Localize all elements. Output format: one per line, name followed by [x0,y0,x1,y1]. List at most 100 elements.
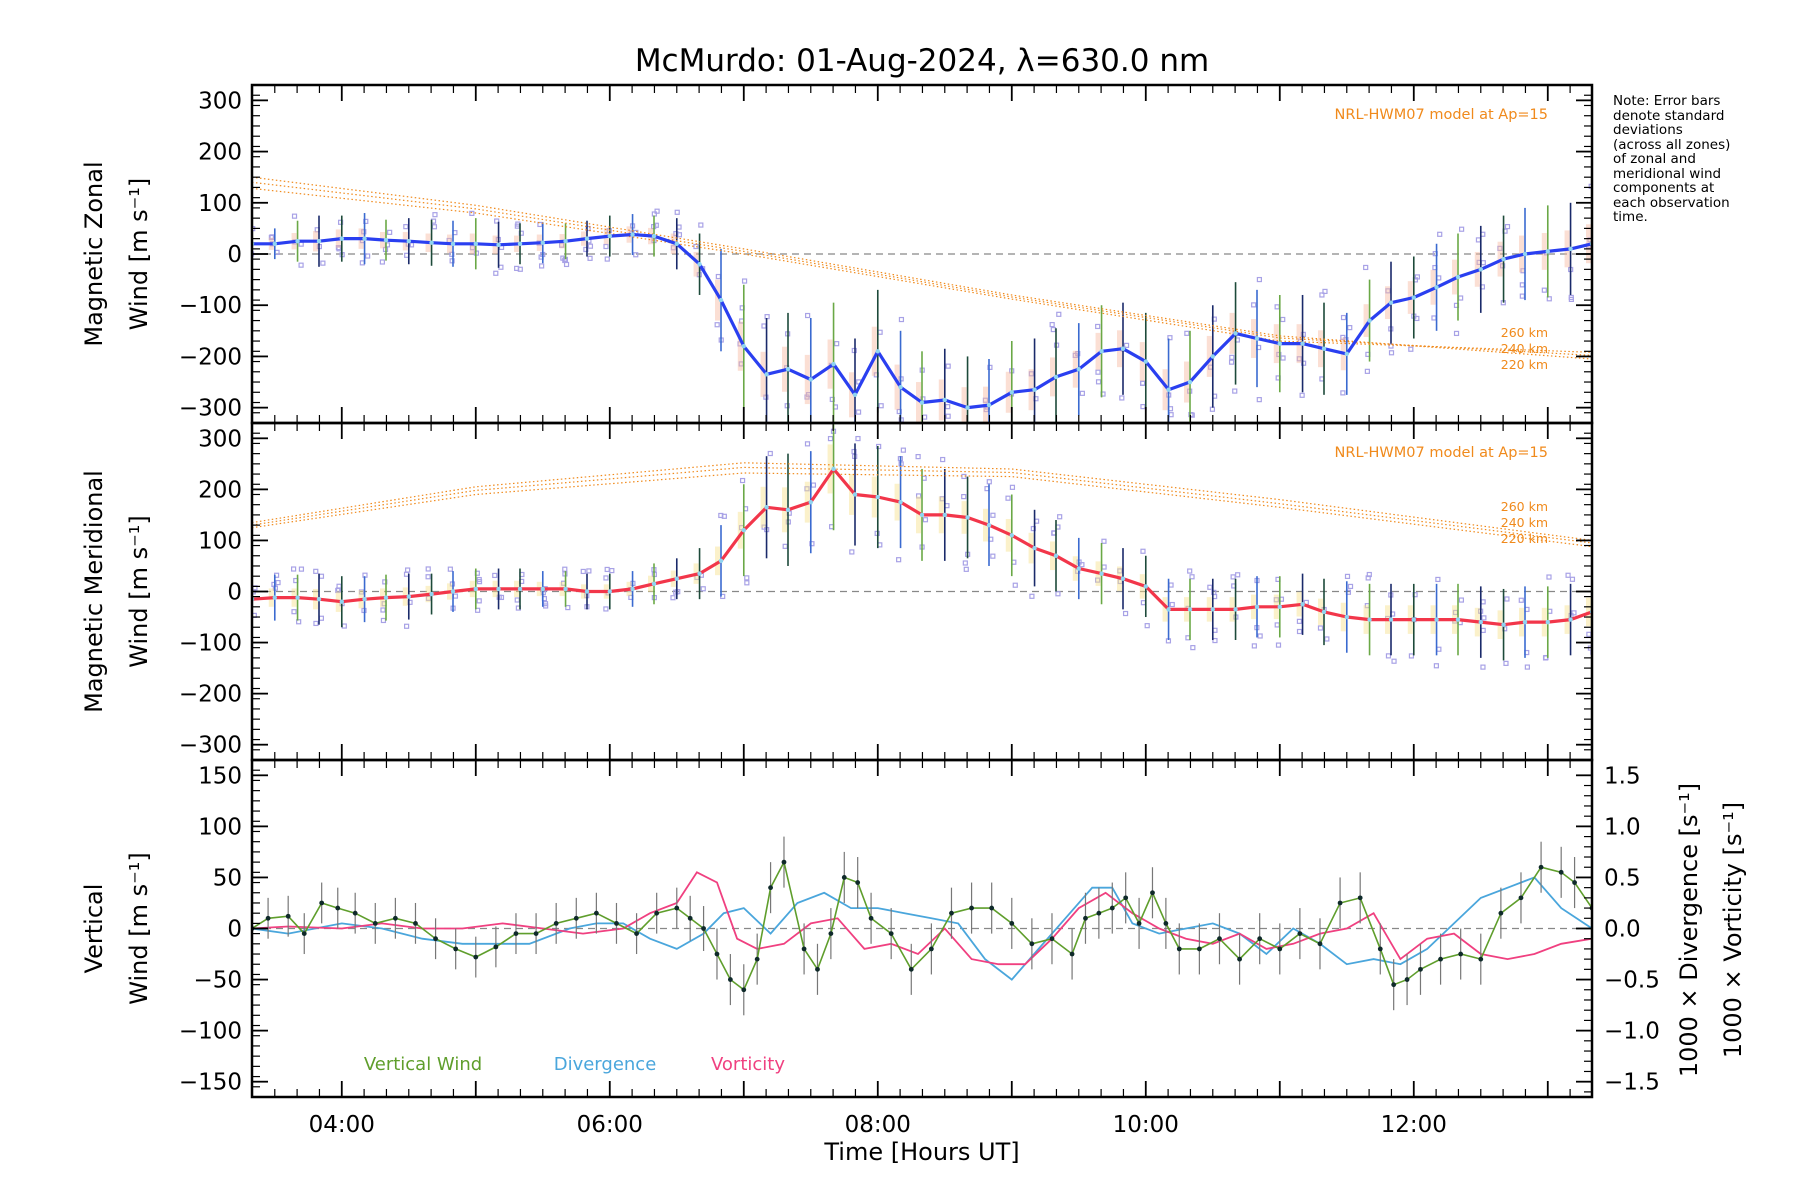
vertical-wind-point [1572,880,1577,885]
wind-point [1568,617,1573,622]
wind-point [741,343,746,349]
scatter-sample [537,221,543,228]
vertical-wind-point [928,946,934,952]
wind-point [764,505,769,510]
wind-point [1187,379,1193,385]
wind-point [1388,617,1394,622]
scatter-sample [739,477,746,484]
scatter-sample [1095,379,1102,385]
wind-point [1300,602,1305,607]
left-tick-label: 200 [198,140,242,166]
wind-point [1501,622,1506,627]
scatter-sample [1184,330,1190,336]
model-altitude-label: 220 km [1501,531,1548,546]
wind-point [1321,609,1327,615]
scatter-sample [587,255,593,261]
vertical-wind-point [1150,890,1155,896]
scatter-sample [1435,576,1441,583]
sample-shade [246,591,251,607]
vertical-wind-point [908,966,914,972]
wind-point [697,571,702,576]
wind-point [1434,285,1439,290]
vertical-wind-point [1237,956,1242,962]
wind-point [517,586,523,592]
scatter-sample [494,218,500,224]
wind-point [1277,604,1282,610]
wind-point [630,586,635,592]
scatter-sample [961,494,967,500]
scatter-sample [1385,288,1391,294]
scatter-sample [275,579,281,586]
vertical-wind-point [1458,951,1464,957]
scatter-sample [1340,334,1346,341]
model-altitude-label: 260 km [1501,325,1548,340]
wind-point [651,233,657,239]
scatter-sample [498,264,504,270]
wind-point [1233,607,1238,612]
left-tick-label: −300 [179,396,242,422]
wind-point [785,507,791,513]
scatter-sample [714,322,720,328]
scatter-sample [1481,615,1487,621]
scatter-sample [1453,330,1460,337]
scatter-sample [425,566,431,572]
wind-point [674,241,679,246]
scatter-sample [651,211,657,217]
left-tick-label: 100 [198,528,242,554]
scatter-sample [1144,623,1150,629]
scatter-sample [359,260,365,266]
wind-point [1455,274,1461,280]
scatter-sample [1340,314,1347,321]
sample-shade [1206,335,1212,377]
scatter-sample [654,208,660,214]
scatter-sample [1480,599,1486,605]
vertical-wind-point [989,905,995,911]
scatter-sample [298,262,304,268]
scatter-sample [405,567,411,573]
vertical-wind-point [1069,951,1075,957]
scatter-sample [320,260,326,266]
wind-point [1210,354,1215,359]
vertical-wind-point [1109,905,1115,911]
scatter-sample [990,512,996,518]
wind-point [1478,619,1483,625]
vertical-wind-point [1337,900,1343,906]
scatter-sample [1408,346,1414,352]
vertical-wind-point [533,931,539,937]
scatter-sample [744,575,750,581]
x-tick-label: 12:00 [1381,1112,1447,1138]
vertical-wind-point [727,977,733,982]
scatter-sample [962,440,966,444]
model-altitude-label: 240 km [1501,515,1548,530]
scatter-sample [559,242,565,248]
x-tick-label: 08:00 [845,1112,911,1138]
wind-point [898,384,903,390]
right-tick-label: −1.0 [1604,1019,1660,1045]
scatter-sample [498,594,505,601]
scatter-sample [877,329,883,335]
scatter-sample [1050,326,1056,333]
scatter-sample [676,224,682,230]
scatter-sample [318,615,324,621]
scatter-sample [1235,572,1241,578]
vertical-wind-point [1404,977,1410,982]
scatter-sample [945,404,951,410]
scatter-sample [476,598,482,604]
scatter-sample [940,453,944,457]
wind-point [831,466,836,472]
y-axis-label-line2: Wind [m s⁻¹] [125,852,153,1004]
scatter-sample [565,604,571,611]
vertical-wind-point [433,936,438,942]
scatter-sample [604,256,610,262]
scatter-sample [313,620,319,627]
wind-point [473,586,478,592]
scatter-sample [1095,577,1101,583]
right-tick-label: 1.5 [1604,763,1641,789]
scatter-sample [1276,351,1282,358]
scatter-sample [291,213,298,219]
scatter-sample [603,606,609,612]
left-tick-label: 100 [198,814,242,840]
scatter-sample [1251,302,1257,308]
wind-point [1545,619,1550,625]
scatter-sample [1436,646,1442,652]
